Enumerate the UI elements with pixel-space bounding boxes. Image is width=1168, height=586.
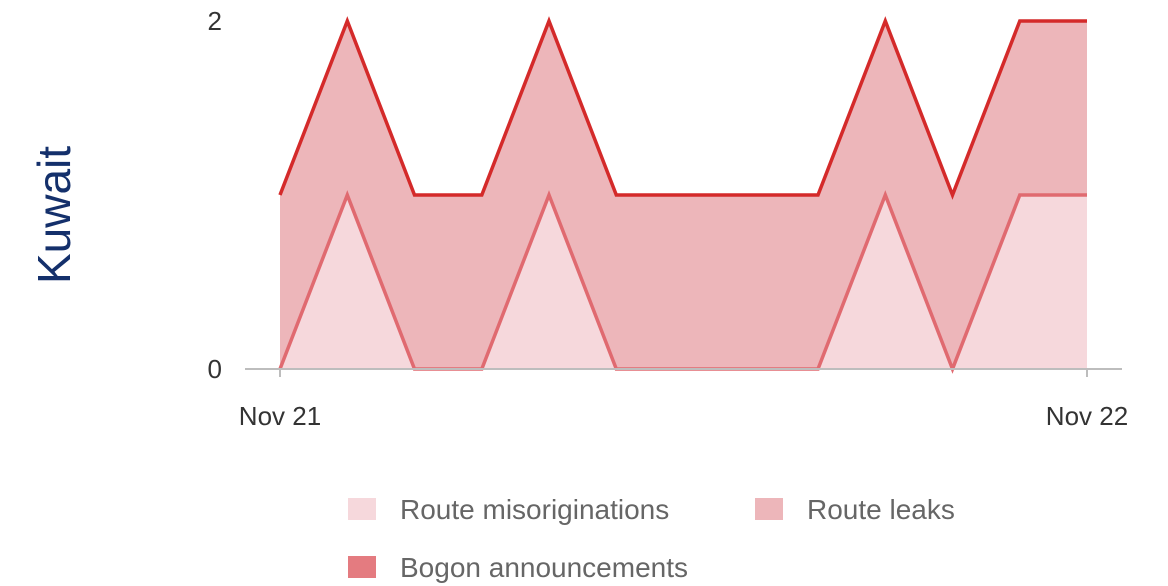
- legend-item-route-misoriginations: Route misoriginations: [348, 494, 669, 525]
- route-misoriginations-area: [280, 195, 1087, 369]
- legend-item-route-leaks: Route leaks: [755, 494, 955, 525]
- legend-swatch: [348, 498, 376, 520]
- x-tick-label: Nov 22: [1046, 401, 1128, 431]
- legend-label: Bogon announcements: [400, 552, 688, 583]
- legend-label: Route leaks: [807, 494, 955, 525]
- legend-item-bogon-announcements: Bogon announcements: [348, 552, 688, 583]
- legend-swatch: [755, 498, 783, 520]
- y-tick-label: 0: [208, 354, 222, 384]
- route-leaks-line: [278, 16, 1087, 200]
- y-tick-label: 2: [208, 6, 222, 36]
- legend-label: Route misoriginations: [400, 494, 669, 525]
- x-tick-label: Nov 21: [239, 401, 321, 431]
- legend-swatch: [348, 556, 376, 578]
- y-axis-ticks: 02: [208, 6, 222, 384]
- x-axis-ticks: Nov 21 Nov 22: [239, 401, 1128, 431]
- legend: Route misoriginations Route leaks Bogon an…: [348, 494, 955, 583]
- x-axis: [245, 368, 1122, 377]
